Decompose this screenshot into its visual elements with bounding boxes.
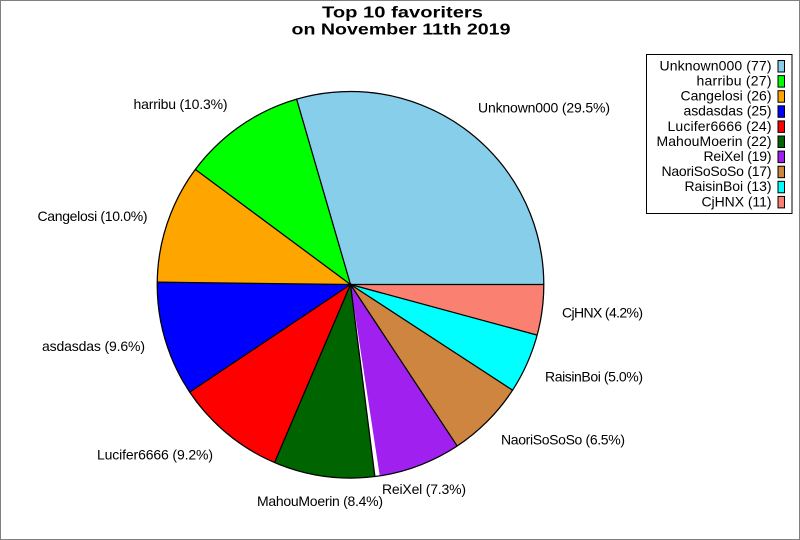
svg-text:Top 10 favoriters: Top 10 favoriters [322, 4, 483, 21]
svg-text:asdasdas (25): asdasdas (25) [684, 103, 772, 119]
svg-text:Cangelosi (10.0%): Cangelosi (10.0%) [38, 208, 148, 224]
svg-text:harribu (27): harribu (27) [697, 73, 772, 89]
svg-text:ReiXel (7.3%): ReiXel (7.3%) [382, 481, 466, 497]
svg-text:on November 11th 2019: on November 11th 2019 [292, 22, 511, 39]
svg-text:RaisinBoi (5.0%): RaisinBoi (5.0%) [545, 368, 643, 384]
svg-text:CjHNX (11): CjHNX (11) [702, 193, 772, 209]
svg-text:MahouMoerin (8.4%): MahouMoerin (8.4%) [257, 493, 383, 509]
svg-text:NaoriSoSoSo (17): NaoriSoSoSo (17) [662, 163, 772, 179]
svg-text:ReiXel (19): ReiXel (19) [704, 148, 772, 164]
svg-text:harribu (10.3%): harribu (10.3%) [134, 96, 228, 112]
svg-text:Cangelosi (26): Cangelosi (26) [681, 88, 772, 104]
svg-text:NaoriSoSoSo (6.5%): NaoriSoSoSo (6.5%) [501, 432, 625, 448]
svg-text:CjHNX (4.2%): CjHNX (4.2%) [562, 304, 643, 320]
svg-text:MahouMoerin (22): MahouMoerin (22) [657, 133, 772, 149]
svg-text:RaisinBoi (13): RaisinBoi (13) [685, 178, 772, 194]
svg-text:Lucifer6666 (24): Lucifer6666 (24) [668, 118, 772, 134]
svg-text:Unknown000 (29.5%): Unknown000 (29.5%) [478, 100, 610, 116]
svg-text:Lucifer6666 (9.2%): Lucifer6666 (9.2%) [97, 447, 213, 463]
svg-text:Unknown000 (77): Unknown000 (77) [660, 57, 772, 73]
svg-text:asdasdas (9.6%): asdasdas (9.6%) [42, 338, 145, 354]
